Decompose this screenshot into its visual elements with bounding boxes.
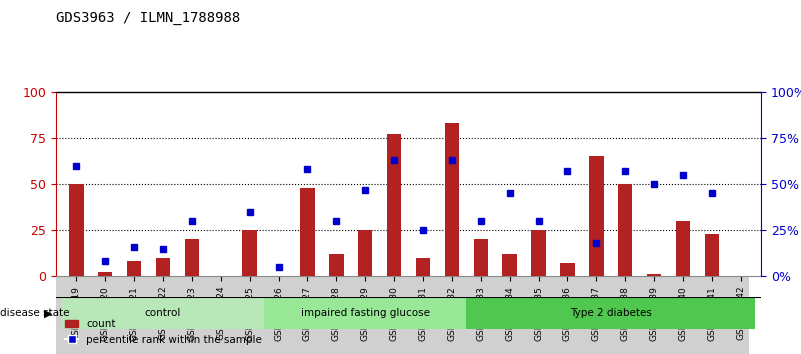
Bar [127,261,141,276]
Bar [329,254,344,276]
FancyBboxPatch shape [62,297,264,329]
FancyBboxPatch shape [56,276,750,354]
Text: GDS3963 / ILMN_1788988: GDS3963 / ILMN_1788988 [56,11,240,25]
Bar [502,254,517,276]
Bar [618,184,633,276]
Bar [676,221,690,276]
Bar [243,230,257,276]
Bar [473,239,488,276]
Bar [560,263,574,276]
Text: Type 2 diabetes: Type 2 diabetes [570,308,652,318]
Legend: count, percentile rank within the sample: count, percentile rank within the sample [62,315,266,349]
Bar [69,184,83,276]
Bar [387,135,401,276]
Bar [531,230,545,276]
Text: control: control [145,308,181,318]
Bar [300,188,315,276]
Bar [98,273,112,276]
Bar [416,258,430,276]
Bar [589,156,603,276]
Bar [184,239,199,276]
Text: ▶: ▶ [44,308,53,318]
FancyBboxPatch shape [264,297,466,329]
Bar [705,234,719,276]
Bar [358,230,372,276]
Bar [445,123,459,276]
Text: disease state: disease state [0,308,70,318]
Text: impaired fasting glucose: impaired fasting glucose [300,308,429,318]
Bar [155,258,170,276]
Bar [647,274,662,276]
FancyBboxPatch shape [466,297,755,329]
